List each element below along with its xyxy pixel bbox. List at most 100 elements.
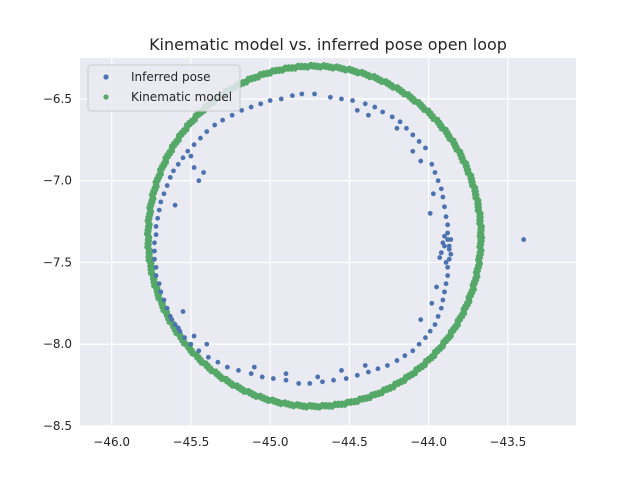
- inferred-pose-point: [188, 341, 194, 347]
- inferred-pose-point: [343, 376, 349, 381]
- inferred-pose-point: [312, 91, 317, 97]
- grid: [80, 58, 576, 427]
- inferred-pose-point: [152, 256, 157, 262]
- inferred-pose-point: [327, 94, 333, 100]
- inferred-pose-point: [416, 139, 422, 144]
- inferred-pose-point: [402, 353, 408, 359]
- inferred-pose-point: [445, 264, 451, 270]
- inferred-pose-point: [521, 237, 527, 242]
- inferred-pose-point: [161, 191, 167, 197]
- inferred-pose-point: [172, 322, 178, 327]
- inferred-pose-point: [283, 377, 289, 383]
- inferred-pose-point: [296, 381, 302, 386]
- inferred-pose-point: [156, 281, 162, 287]
- y-tick-label: −6.5: [43, 92, 72, 106]
- inferred-pose-point: [443, 214, 449, 220]
- x-tick-label: −44.5: [331, 435, 368, 449]
- inferred-pose-point: [229, 112, 235, 118]
- legend-label-kinematic-model: Kinematic model: [131, 90, 232, 104]
- legend: Inferred pose Kinematic model: [87, 64, 241, 112]
- inferred-pose-point: [385, 363, 390, 368]
- inferred-pose-point: [267, 98, 273, 103]
- inferred-pose-point: [204, 129, 210, 135]
- inferred-pose-point: [434, 284, 439, 290]
- inferred-pose-point: [416, 341, 422, 347]
- inferred-pose-point: [445, 222, 451, 228]
- inferred-pose-point: [380, 109, 386, 115]
- inferred-pose-point: [251, 364, 257, 370]
- inferred-pose-point: [423, 145, 428, 151]
- inferred-pose-point: [175, 161, 181, 167]
- chart-title: Kinematic model vs. inferred pose open l…: [149, 35, 507, 54]
- inferred-pose-point: [418, 158, 424, 164]
- inferred-pose-point: [180, 309, 186, 314]
- inferred-pose-point: [185, 148, 191, 154]
- inferred-pose-point: [427, 328, 433, 334]
- legend-box: [87, 64, 241, 112]
- inferred-pose-point: [442, 204, 447, 210]
- inferred-pose-point: [167, 174, 173, 180]
- inferred-pose-point: [446, 246, 452, 252]
- legend-label-inferred-pose: Inferred pose: [131, 70, 211, 84]
- inferred-pose-point: [158, 199, 164, 205]
- y-tick-label: −8.0: [43, 337, 72, 351]
- inferred-pose-point: [289, 93, 295, 99]
- inferred-pose-point: [278, 96, 284, 102]
- inferred-pose-point: [331, 377, 336, 383]
- inferred-pose-point: [362, 101, 368, 107]
- inferred-pose-point: [445, 237, 451, 242]
- inferred-pose-point: [155, 215, 161, 221]
- kinematic-model-point: [480, 235, 486, 240]
- inferred-pose-point: [307, 381, 313, 386]
- inferred-pose-point: [248, 371, 254, 377]
- inferred-pose-point: [443, 260, 449, 265]
- inferred-pose-point: [164, 183, 170, 188]
- inferred-pose-point: [171, 168, 176, 174]
- inferred-pose-point: [180, 155, 186, 161]
- inferred-pose-point: [418, 317, 424, 323]
- y-tick-label: −7.5: [43, 255, 72, 269]
- inferred-pose-point: [205, 354, 211, 360]
- plot-area: [80, 58, 576, 426]
- inferred-pose-point: [153, 264, 159, 270]
- inferred-pose-point: [156, 207, 162, 213]
- inferred-pose-point: [153, 273, 159, 278]
- inferred-pose-point: [438, 186, 444, 192]
- inferred-pose-point: [354, 107, 360, 113]
- inferred-pose-point: [201, 170, 207, 175]
- inferred-pose-point: [220, 117, 226, 123]
- inferred-pose-point: [315, 374, 321, 380]
- x-tick-label: −45.5: [173, 435, 210, 449]
- inferred-pose-point: [446, 256, 452, 262]
- inferred-pose-point: [410, 348, 416, 354]
- inferred-pose-point: [175, 325, 181, 331]
- inferred-pose-point: [394, 125, 400, 131]
- inferred-pose-point: [182, 335, 187, 341]
- x-axis-ticks: −46.0 −45.5 −45.0 −44.5 −44.0 −43.5: [93, 435, 526, 449]
- legend-marker-kinematic-model: [103, 94, 109, 100]
- inferred-pose-point: [152, 240, 157, 246]
- legend-marker-inferred-pose: [103, 74, 109, 80]
- inferred-pose-point: [432, 322, 438, 327]
- inferred-pose-point: [215, 359, 221, 365]
- inferred-pose-point: [172, 202, 178, 208]
- inferred-pose-point: [191, 142, 197, 148]
- inferred-pose-point: [270, 376, 276, 381]
- inferred-pose-point: [354, 372, 360, 378]
- inferred-pose-point: [427, 210, 433, 216]
- inferred-pose-point: [224, 364, 230, 370]
- inferred-pose-point: [435, 314, 441, 319]
- inferred-pose-point: [394, 358, 400, 363]
- inferred-pose-point: [438, 250, 444, 256]
- inferred-pose-point: [161, 297, 167, 303]
- inferred-pose-point: [442, 233, 447, 239]
- inferred-pose-point: [445, 230, 451, 236]
- y-axis-ticks: −6.5 −7.0 −7.5 −8.0 −8.5: [43, 92, 72, 433]
- x-tick-label: −46.0: [93, 435, 130, 449]
- y-tick-label: −8.5: [43, 419, 72, 433]
- inferred-pose-point: [164, 305, 170, 311]
- x-tick-label: −45.0: [252, 435, 289, 449]
- inferred-pose-point: [158, 289, 164, 295]
- inferred-pose-point: [410, 148, 416, 154]
